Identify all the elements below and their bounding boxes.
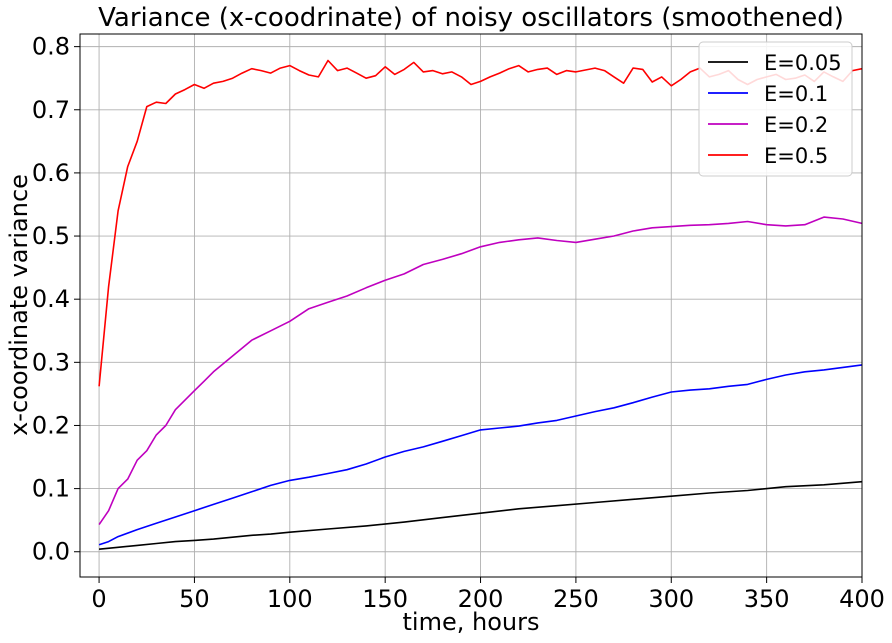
y-tick-label: 0.6 [32, 159, 70, 187]
grid [80, 34, 863, 577]
x-tick-label: 50 [179, 585, 210, 613]
y-tick-label: 0.4 [32, 285, 70, 313]
x-axis-ticks: 0 50 100 150 200 250 300 350 400 [91, 577, 885, 613]
y-tick-label: 0.7 [32, 96, 70, 124]
y-axis-label: x-coordinate variance [5, 174, 33, 436]
x-tick-label: 400 [839, 585, 885, 613]
x-tick-label: 200 [458, 585, 504, 613]
series-line-e-0-2 [98, 216, 863, 526]
chart-title: Variance (x-coodrinate) of noisy oscilla… [98, 3, 844, 33]
legend-label: E=0.05 [764, 51, 842, 75]
y-tick-label: 0.1 [32, 475, 70, 503]
y-axis-ticks: 0.0 0.1 0.2 0.3 0.4 0.5 0.6 0.7 0.8 [32, 33, 80, 566]
legend-label: E=0.5 [764, 144, 828, 168]
series-line-e-0-05 [99, 480, 863, 550]
legend-box [698, 41, 853, 177]
y-tick-label: 0.5 [32, 222, 70, 250]
series-line-e-0-1 [98, 364, 863, 546]
x-axis-label: time, hours [403, 608, 540, 636]
y-tick-label: 0.3 [32, 348, 70, 376]
x-tick-label: 300 [648, 585, 694, 613]
x-tick-label: 150 [362, 585, 408, 613]
legend-label: E=0.2 [764, 113, 828, 137]
x-tick-label: 0 [91, 585, 106, 613]
x-tick-label: 250 [553, 585, 599, 613]
y-tick-label: 0.8 [32, 33, 70, 61]
y-tick-label: 0.0 [32, 538, 70, 566]
x-tick-label: 350 [744, 585, 790, 613]
y-tick-label: 0.2 [32, 411, 70, 439]
plot-frame [79, 33, 863, 578]
legend-label: E=0.1 [764, 82, 828, 106]
legend: E=0.05 E=0.1 E=0.2 E=0.5 [698, 41, 853, 177]
x-tick-label: 100 [267, 585, 313, 613]
